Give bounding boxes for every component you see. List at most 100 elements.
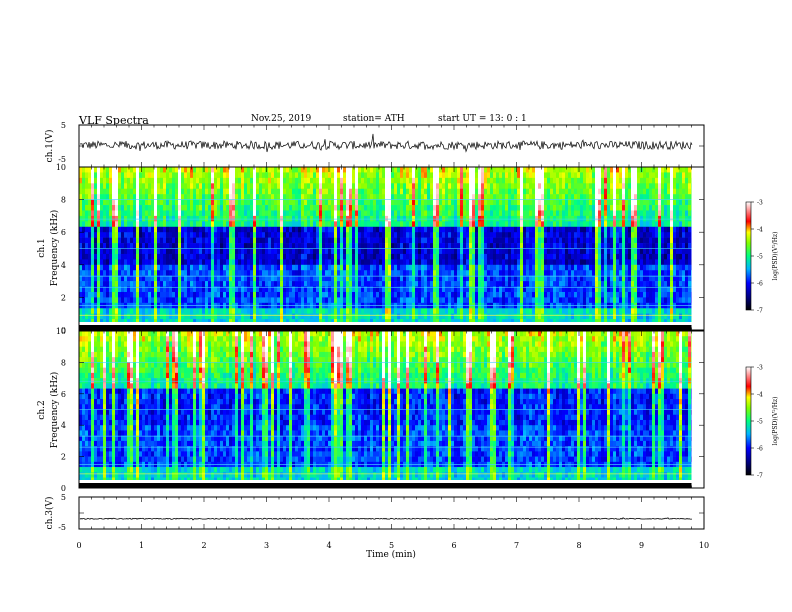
spectrogram-cell bbox=[547, 313, 551, 320]
spectrogram-cell bbox=[196, 188, 200, 195]
spectrogram-cell bbox=[289, 194, 293, 200]
spectrogram-cell bbox=[400, 259, 404, 266]
spectrogram-cell bbox=[484, 308, 488, 314]
spectrogram-cell bbox=[292, 237, 296, 244]
spectrogram-cell bbox=[250, 237, 254, 244]
spectrogram-cell bbox=[220, 199, 224, 206]
spectrogram-cell bbox=[481, 199, 485, 206]
spectrogram-cell bbox=[262, 199, 266, 206]
spectrogram-cell bbox=[136, 205, 140, 211]
spectrogram-cell bbox=[403, 248, 407, 255]
spectrogram-cell bbox=[493, 297, 497, 304]
spectrogram-cell bbox=[214, 308, 218, 314]
spectrogram-cell bbox=[439, 275, 443, 282]
spectrogram-cell bbox=[502, 313, 506, 320]
spectrogram-cell bbox=[283, 243, 287, 249]
spectrogram-cell bbox=[85, 226, 89, 233]
spectrogram-cell bbox=[217, 308, 221, 314]
spectrogram-cell bbox=[148, 226, 152, 233]
spectrogram-cell bbox=[541, 308, 545, 314]
spectrogram-cell bbox=[133, 167, 137, 173]
spectrogram-cell bbox=[361, 177, 365, 184]
spectrogram-cell bbox=[97, 237, 101, 244]
spectrogram-cell bbox=[364, 167, 368, 173]
spectrogram-cell bbox=[232, 281, 236, 287]
spectrogram-cell bbox=[250, 264, 254, 271]
spectrogram-cell bbox=[250, 291, 254, 298]
spectrogram-cell bbox=[520, 243, 524, 249]
spectrogram-cell bbox=[283, 199, 287, 206]
spectrogram-cell bbox=[127, 248, 131, 255]
spectrogram-cell bbox=[205, 172, 209, 179]
spectrogram-cell bbox=[520, 226, 524, 233]
spectrogram-cell bbox=[232, 183, 236, 190]
spectrogram-cell bbox=[484, 270, 488, 276]
spectrogram-cell bbox=[481, 177, 485, 184]
spectrogram-cell bbox=[157, 226, 161, 233]
spectrogram-cell bbox=[100, 167, 104, 173]
spectrogram-cell bbox=[151, 297, 155, 304]
spectrogram-cell bbox=[415, 259, 419, 266]
spectrogram-cell bbox=[382, 248, 386, 255]
spectrogram-cell bbox=[529, 286, 533, 293]
spectrogram-cell bbox=[535, 226, 539, 233]
spectrogram-cell bbox=[472, 313, 476, 320]
spectrogram-cell bbox=[319, 232, 323, 238]
spectrogram-cell bbox=[187, 237, 191, 244]
spectrogram-cell bbox=[541, 291, 545, 298]
spectrogram-cell bbox=[322, 275, 326, 282]
spectrogram-cell bbox=[430, 232, 434, 238]
spectrogram-cell bbox=[538, 221, 542, 228]
spectrogram-cell bbox=[88, 199, 92, 206]
spectrogram-cell bbox=[127, 243, 131, 249]
spectrogram-cell bbox=[217, 264, 221, 271]
spectrogram-cell bbox=[292, 319, 296, 325]
spectrogram-cell bbox=[532, 264, 536, 271]
spectrogram-cell bbox=[229, 319, 233, 325]
spectrogram-cell bbox=[256, 167, 260, 173]
spectrogram-cell bbox=[511, 297, 515, 304]
spectrogram-cell bbox=[475, 243, 479, 249]
spectrogram-cell bbox=[394, 319, 398, 325]
spectrogram-cell bbox=[433, 232, 437, 238]
spectrogram-cell bbox=[115, 232, 119, 238]
spectrogram-cell bbox=[133, 226, 137, 233]
spectrogram-cell bbox=[373, 291, 377, 298]
spectrogram-cell bbox=[172, 264, 176, 271]
spectrogram-cell bbox=[211, 297, 215, 304]
spectrogram-cell bbox=[250, 248, 254, 255]
spectrogram-cell bbox=[226, 167, 230, 173]
spectrogram-cell bbox=[148, 188, 152, 195]
spectrogram-cell bbox=[550, 308, 554, 314]
spectrogram-cell bbox=[484, 264, 488, 271]
spectrogram-cell bbox=[466, 243, 470, 249]
spectrogram-cell bbox=[235, 297, 239, 304]
spectrogram-cell bbox=[442, 319, 446, 325]
spectrogram-cell bbox=[169, 232, 173, 238]
spectrogram-cell bbox=[238, 275, 242, 282]
spectrogram-cell bbox=[433, 167, 437, 173]
spectrogram-cell bbox=[409, 313, 413, 320]
spectrogram-cell bbox=[550, 319, 554, 325]
spectrogram-cell bbox=[196, 226, 200, 233]
spectrogram-cell bbox=[352, 248, 356, 255]
spectrogram-cell bbox=[364, 308, 368, 314]
spectrogram-cell bbox=[559, 243, 563, 249]
spectrogram-cell bbox=[112, 188, 116, 195]
spectrogram-cell bbox=[271, 253, 275, 260]
spectrogram-cell bbox=[178, 188, 182, 195]
spectrogram-cell bbox=[457, 199, 461, 206]
spectrogram-cell bbox=[346, 237, 350, 244]
spectrogram-cell bbox=[484, 259, 488, 266]
spectrogram-cell bbox=[496, 205, 500, 211]
spectrogram-cell bbox=[367, 237, 371, 244]
spectrogram-cell bbox=[145, 177, 149, 184]
spectrogram-cell bbox=[259, 199, 263, 206]
spectrogram-cell bbox=[442, 167, 446, 173]
spectrogram-cell bbox=[532, 210, 536, 217]
spectrogram-cell bbox=[424, 194, 428, 200]
spectrogram-cell bbox=[286, 286, 290, 293]
spectrogram-cell bbox=[373, 259, 377, 266]
spectrogram-cell bbox=[121, 210, 125, 217]
spectrogram-cell bbox=[445, 237, 449, 244]
